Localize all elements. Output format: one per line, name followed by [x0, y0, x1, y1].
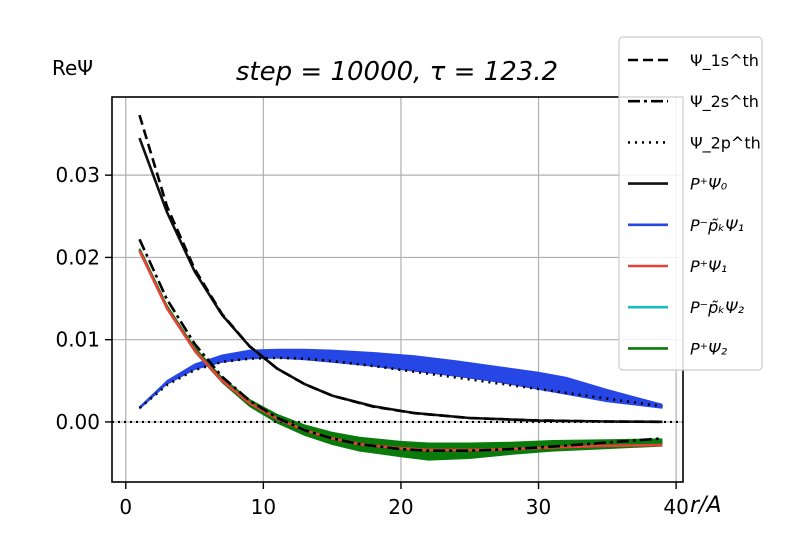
- x-tick-label: 10: [251, 495, 276, 519]
- x-tick-label: 20: [388, 495, 413, 519]
- legend-label-P1: P⁺Ψ₁: [690, 257, 727, 276]
- chart-title: step = 10000, τ = 123.2: [236, 57, 558, 87]
- x-axis-label: r/A: [690, 493, 722, 518]
- y-tick-label: 0.00: [55, 410, 100, 434]
- legend-box: [618, 36, 763, 371]
- plot-frame: [111, 96, 684, 483]
- legend: Ψ_1s^th Ψ_2s^th Ψ_2p^th P⁺Ψ₀ P⁻p̃ₖΨ₁ P⁺Ψ₁ P⁻p̃…: [618, 36, 763, 371]
- x-tick-label: 40: [663, 495, 688, 519]
- series-line-Ppk1: [138, 352, 663, 409]
- legend-label-psi2s: Ψ_2s^th: [690, 92, 759, 112]
- band-P2: [139, 247, 663, 461]
- legend-label-P2: P⁺Ψ₂: [690, 339, 728, 358]
- legend-label-Ppk2: P⁻p̃ₖΨ₂: [690, 298, 745, 317]
- y-tick-label: 0.01: [55, 328, 100, 352]
- legend-label-psi2p: Ψ_2p^th: [690, 133, 761, 153]
- y-tick-label: 0.03: [55, 163, 100, 187]
- legend-label-psi1s: Ψ_1s^th: [690, 51, 759, 71]
- x-tick-label: 0: [119, 495, 132, 519]
- legend-label-Ppk1: P⁻p̃ₖΨ₁: [690, 216, 744, 235]
- grid: [112, 97, 683, 482]
- series-line-psi2s: [138, 238, 663, 452]
- series-line-psi1s: [138, 114, 663, 424]
- series-line-psi2p: [138, 356, 663, 409]
- y-tick-label: 0.02: [55, 245, 100, 269]
- series-lines: [112, 114, 683, 453]
- x-ticks: 0 10 20 30 40: [119, 482, 689, 519]
- y-ticks: 0.00 0.01 0.02 0.03: [55, 163, 112, 434]
- x-tick-label: 30: [526, 495, 551, 519]
- y-axis-label: ReΨ: [52, 56, 93, 80]
- legend-label-P0: P⁺Ψ₀: [690, 175, 728, 194]
